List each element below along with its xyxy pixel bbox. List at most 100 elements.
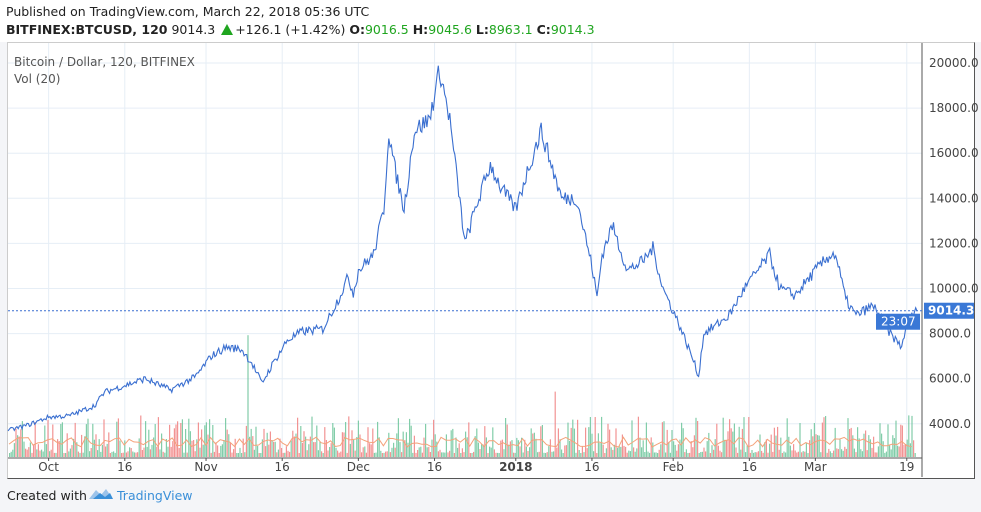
volume-bar [276,452,278,457]
volume-bar [463,452,465,457]
volume-bar [73,438,75,457]
volume-bar [103,419,105,457]
volume-bar [341,432,343,457]
volume-bar [79,452,81,457]
volume-bar [685,449,687,457]
volume-bar [18,436,20,457]
volume-bar [873,436,875,457]
volume-bar [421,452,423,457]
volume-bar [490,447,492,457]
volume-bar [605,448,607,457]
volume-bar [356,437,358,457]
volume-bar [596,453,598,457]
volume-bar [101,444,103,457]
volume-bar [378,437,380,457]
volume-bar [471,453,473,457]
volume-bar [732,431,734,457]
volume-bar [300,426,302,457]
volume-bar [84,436,86,457]
volume-bar [404,440,406,457]
volume-bar [877,446,879,457]
volume-bar [401,452,403,457]
volume-bar [548,446,550,457]
volume-bar [617,447,619,457]
volume-bar [746,445,748,457]
volume-bar [325,440,327,457]
volume-bar [631,420,633,457]
volume-bar [380,450,382,457]
volume-bar [154,424,156,457]
volume-bar [261,439,263,457]
volume-bar [519,446,521,457]
volume-bar [207,434,209,457]
high-value: 9045.6 [428,22,472,37]
volume-bar [121,453,123,457]
volume-bar [671,430,673,457]
volume-bar [572,419,574,457]
volume-bar [34,422,36,457]
volume-bar [497,452,499,457]
volume-bar [458,443,460,457]
volume-bar [913,440,915,457]
volume-bar [442,452,444,457]
volume-bar [740,449,742,457]
volume-bar [170,446,172,457]
volume-bar [151,444,153,457]
volume-bar [772,451,774,457]
volume-bar [503,449,505,457]
volume-bar [58,441,60,457]
volume-bar [521,437,523,457]
volume-bar [716,423,718,457]
volume-bar [793,444,795,457]
chart-frame[interactable] [7,42,975,479]
volume-bar [169,424,171,457]
volume-bar [292,430,294,457]
volume-bar [770,434,772,457]
volume-bar [725,440,727,457]
volume-bar [469,453,471,457]
volume-bar [237,453,239,457]
volume-bar [354,450,356,457]
volume-bar [591,433,593,457]
volume-bar [845,448,847,457]
volume-bar [602,444,604,457]
volume-bar [12,449,14,457]
volume-bar [173,428,175,457]
volume-bar [258,453,260,457]
volume-bar [119,440,121,457]
volume-bar [233,449,235,457]
volume-bar [738,426,740,457]
volume-bar [466,437,468,457]
volume-bar [97,450,99,457]
volume-bar [340,451,342,457]
volume-bar [129,447,131,457]
volume-bar [369,443,371,457]
volume-bar [220,445,222,457]
volume-bar [314,442,316,457]
volume-bar [887,424,889,457]
volume-bar [205,422,207,457]
volume-bar [693,435,695,457]
volume-bar [788,436,790,457]
volume-bar [71,445,73,457]
volume-bar [82,452,84,457]
volume-bar [141,450,143,457]
volume-bar [60,424,62,457]
volume-bar [153,437,155,457]
volume-bar [545,453,547,457]
volume-bar [597,433,599,457]
x-tick-label: 16 [117,460,132,474]
volume-bar [338,452,340,457]
volume-bar [345,422,347,457]
volume-bar [465,431,467,457]
price-change: +126.1 (+1.42%) [235,22,346,37]
open-label: O: [349,22,365,37]
price-line [7,65,918,432]
volume-bar [575,452,577,457]
close-value: 9014.3 [550,22,595,37]
volume-bar [613,444,615,457]
volume-bar [225,418,227,457]
volume-bar [77,451,79,457]
tradingview-link[interactable]: TradingView [117,488,193,503]
